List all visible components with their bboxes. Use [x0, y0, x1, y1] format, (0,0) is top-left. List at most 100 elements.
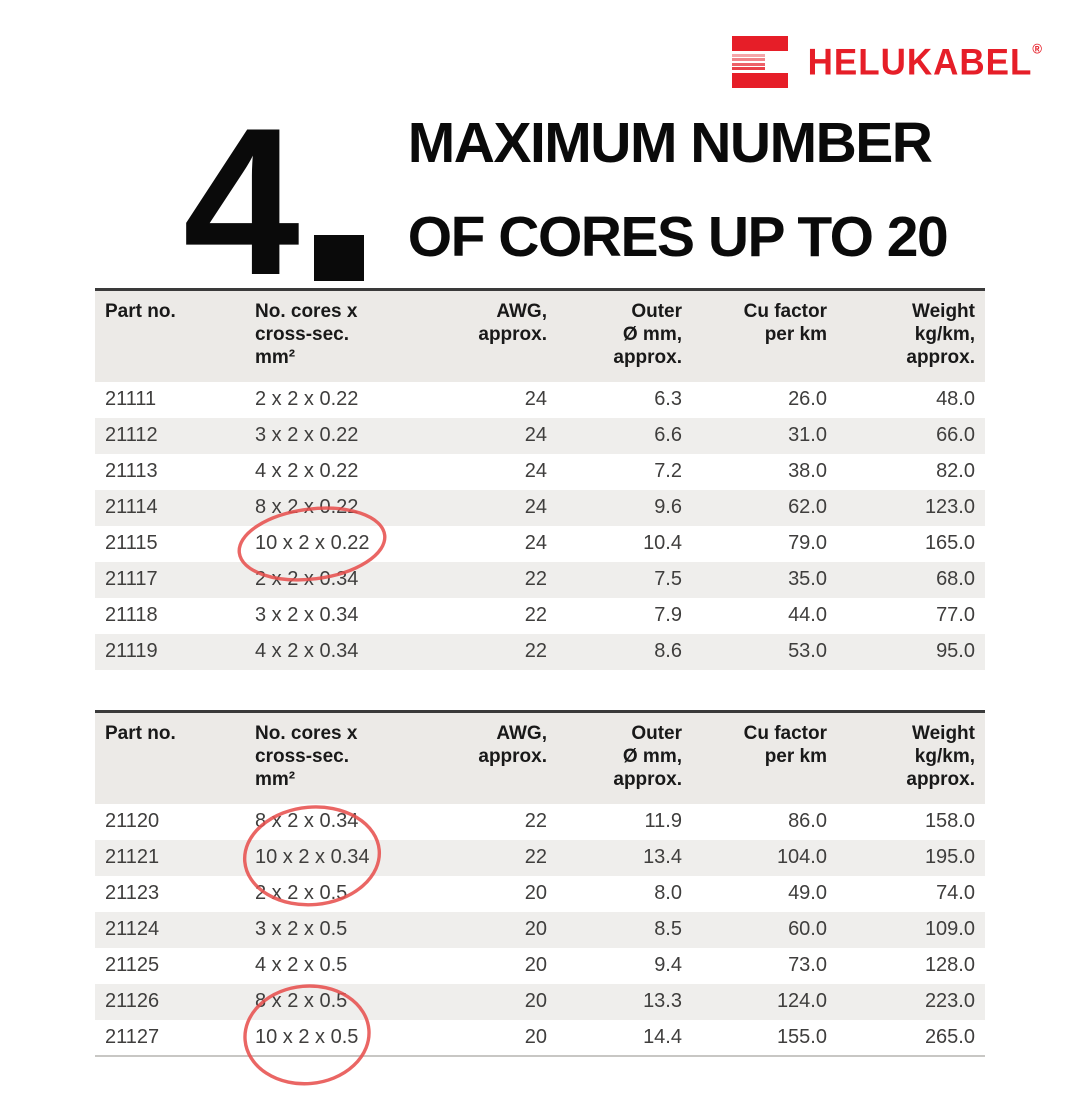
cell-outer-diameter: 13.3 — [555, 983, 690, 1020]
cell-awg: 22 — [435, 561, 555, 598]
cell-cu-factor: 31.0 — [690, 417, 835, 454]
cell-cores-cross-sec: 10 x 2 x 0.5 — [245, 1020, 435, 1056]
cell-outer-diameter: 10.4 — [643, 532, 682, 554]
cell-outer-diameter: 7.9 — [654, 604, 682, 626]
column-header-weight: Weight kg/km, approx. — [835, 711, 985, 804]
cell-cu-factor: 124.0 — [690, 983, 835, 1020]
cell-awg: 22 — [524, 604, 547, 626]
cell-cores-cross-sec: 8 x 2 x 0.34 — [255, 810, 359, 832]
page-title-line1: MAXIMUM NUMBER — [407, 111, 933, 175]
cell-cu-factor: 53.0 — [690, 633, 835, 670]
cell-awg: 20 — [435, 983, 555, 1020]
cell-weight: 165.0 — [924, 532, 975, 554]
table-row: 21115 10 x 2 x 0.22 24 10.4 79.0 165.0 — [95, 526, 985, 562]
column-header-outer-diameter: Outer Ø mm, approx. — [555, 711, 690, 804]
table-header: Part no. No. cores x cross-sec. mm² AWG, a… — [95, 289, 985, 382]
cell-cores-cross-sec: 4 x 2 x 0.34 — [245, 633, 435, 670]
brand-wordmark: HELUKABEL® — [808, 40, 1042, 83]
cell-weight: 223.0 — [835, 983, 985, 1020]
cell-weight: 158.0 — [924, 810, 975, 832]
cell-awg: 24 — [435, 417, 555, 454]
spec-table-1: Part no. No. cores x cross-sec. mm² AWG, a… — [95, 288, 985, 670]
cell-awg: 20 — [524, 882, 547, 904]
column-header-awg: AWG, approx. — [435, 289, 555, 382]
column-header-part-no: Part no. — [95, 289, 245, 382]
column-header-awg: AWG, approx. — [435, 711, 555, 804]
table-row: 21111 2 x 2 x 0.22 24 6.3 26.0 48.0 — [95, 382, 985, 418]
cell-cores-cross-sec: 10 x 2 x 0.34 — [245, 840, 435, 876]
cell-cu-factor: 73.0 — [788, 954, 827, 976]
cell-cu-factor: 155.0 — [690, 1019, 835, 1057]
cell-awg: 24 — [524, 388, 547, 410]
cell-part-no: 21127 — [95, 1019, 245, 1057]
cell-cores-cross-sec: 3 x 2 x 0.5 — [245, 911, 435, 948]
table-row: 21113 4 x 2 x 0.22 24 7.2 38.0 82.0 — [95, 454, 985, 490]
cell-part-no: 21121 — [95, 839, 245, 876]
cell-weight: 265.0 — [835, 1019, 985, 1057]
cell-cores-cross-sec: 4 x 2 x 0.5 — [255, 954, 348, 976]
cell-outer-diameter: 8.6 — [555, 633, 690, 670]
cell-outer-diameter: 8.0 — [654, 882, 682, 904]
cell-cores-cross-sec: 2 x 2 x 0.22 — [255, 388, 359, 410]
table-row: 21118 3 x 2 x 0.34 22 7.9 44.0 77.0 — [95, 598, 985, 634]
cell-cu-factor: 104.0 — [690, 839, 835, 876]
section-number-period — [313, 235, 364, 281]
logo-stripes — [731, 51, 766, 73]
cell-part-no: 21120 — [105, 810, 160, 832]
cell-outer-diameter: 8.5 — [555, 911, 690, 948]
column-header-cores-cross-sec: No. cores x cross-sec. mm² — [245, 711, 435, 804]
column-header-weight: Weight kg/km, approx. — [835, 289, 985, 382]
cell-cu-factor: 44.0 — [788, 604, 827, 626]
column-header-cu-factor: Cu factor per km — [690, 711, 835, 804]
registered-trademark-symbol: ® — [1032, 40, 1042, 57]
brand-logo: HELUKABEL® — [731, 36, 1042, 88]
cable-spec-table: Part no. No. cores x cross-sec. mm² AWG, a… — [95, 288, 985, 670]
page-title: MAXIMUM NUMBER OF CORES UP TO 20 — [407, 96, 949, 284]
section-number: 4 — [183, 84, 300, 319]
cell-outer-diameter: 13.4 — [555, 839, 690, 876]
cell-outer-diameter: 9.6 — [555, 489, 690, 526]
cell-weight: 128.0 — [924, 954, 975, 976]
logo-top-bar — [731, 36, 788, 51]
cell-weight: 74.0 — [936, 882, 975, 904]
table-row: 21117 2 x 2 x 0.34 22 7.5 35.0 68.0 — [95, 561, 985, 598]
cell-outer-diameter: 6.6 — [555, 417, 690, 454]
cell-part-no: 21113 — [105, 460, 158, 482]
circled-value: 10 x 2 x 0.5 — [255, 1026, 358, 1049]
cell-awg: 20 — [435, 911, 555, 948]
table-row: 21126 8 x 2 x 0.5 20 13.3 124.0 223.0 — [95, 983, 985, 1020]
cell-cores-cross-sec: 4 x 2 x 0.22 — [255, 460, 359, 482]
logo-bottom-bar — [731, 73, 788, 88]
spec-table-2: Part no. No. cores x cross-sec. mm² AWG, a… — [95, 710, 985, 1057]
column-header-part-no: Part no. — [95, 711, 245, 804]
cell-awg: 24 — [524, 532, 547, 554]
cell-cores-cross-sec: 8 x 2 x 0.22 — [245, 489, 435, 526]
section-heading: 4 MAXIMUM NUMBER OF CORES UP TO 20 — [183, 84, 949, 319]
section-number-block: 4 — [183, 84, 364, 319]
cell-part-no: 21123 — [105, 882, 160, 904]
cell-weight: 66.0 — [835, 417, 985, 454]
cell-cu-factor: 26.0 — [788, 388, 827, 410]
cell-cores-cross-sec: 3 x 2 x 0.34 — [255, 604, 359, 626]
cell-weight: 109.0 — [835, 911, 985, 948]
cell-part-no: 21115 — [105, 532, 158, 554]
cell-awg: 24 — [524, 460, 547, 482]
table-row: 21121 10 x 2 x 0.34 22 13.4 104.0 195.0 — [95, 840, 985, 876]
cell-part-no: 21126 — [95, 983, 245, 1020]
cell-outer-diameter: 7.5 — [555, 561, 690, 598]
cell-weight: 68.0 — [835, 561, 985, 598]
cell-part-no: 21118 — [105, 604, 158, 626]
cell-weight: 195.0 — [835, 839, 985, 876]
brand-name: HELUKABEL — [807, 41, 1033, 83]
column-header-cores-cross-sec: No. cores x cross-sec. mm² — [245, 289, 435, 382]
cell-cu-factor: 60.0 — [690, 911, 835, 948]
cell-cores-cross-sec: 10 x 2 x 0.22 — [245, 526, 435, 562]
cell-cu-factor: 38.0 — [788, 460, 827, 482]
cell-cores-cross-sec: 2 x 2 x 0.34 — [245, 561, 435, 598]
cell-awg: 24 — [435, 489, 555, 526]
cell-outer-diameter: 6.3 — [654, 388, 682, 410]
table-row: 21119 4 x 2 x 0.34 22 8.6 53.0 95.0 — [95, 633, 985, 670]
circled-value: 10 x 2 x 0.34 — [255, 846, 370, 869]
cell-awg: 20 — [524, 954, 547, 976]
cell-awg: 20 — [435, 1019, 555, 1057]
